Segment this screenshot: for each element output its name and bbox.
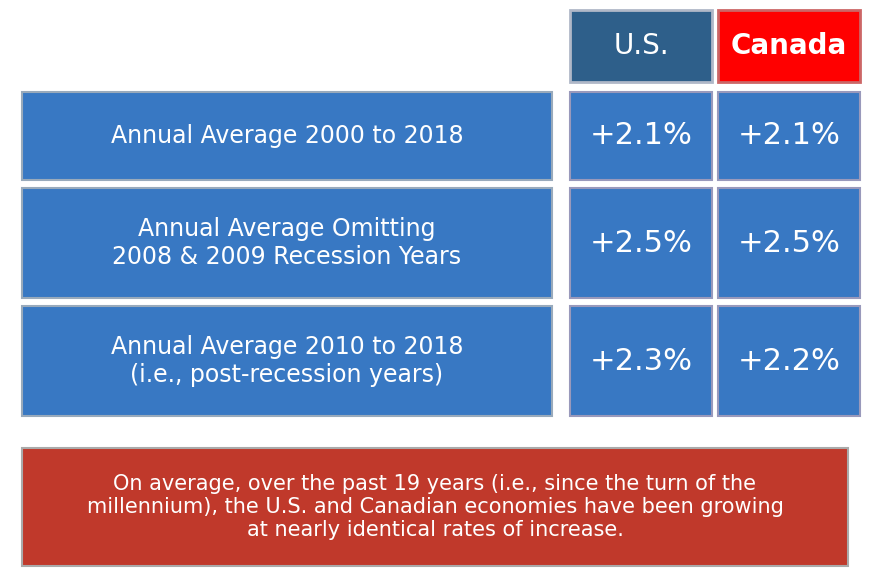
FancyBboxPatch shape bbox=[717, 92, 859, 180]
FancyBboxPatch shape bbox=[717, 188, 859, 298]
Text: Annual Average Omitting
2008 & 2009 Recession Years: Annual Average Omitting 2008 & 2009 Rece… bbox=[112, 217, 461, 269]
FancyBboxPatch shape bbox=[569, 188, 711, 298]
FancyBboxPatch shape bbox=[22, 92, 551, 180]
FancyBboxPatch shape bbox=[22, 448, 847, 566]
Text: +2.2%: +2.2% bbox=[737, 346, 839, 376]
Text: Annual Average 2000 to 2018: Annual Average 2000 to 2018 bbox=[110, 124, 463, 148]
FancyBboxPatch shape bbox=[22, 188, 551, 298]
FancyBboxPatch shape bbox=[22, 306, 551, 416]
Text: +2.1%: +2.1% bbox=[589, 122, 692, 151]
FancyBboxPatch shape bbox=[569, 92, 711, 180]
Text: +2.3%: +2.3% bbox=[589, 346, 692, 376]
Text: Annual Average 2010 to 2018
(i.e., post-recession years): Annual Average 2010 to 2018 (i.e., post-… bbox=[110, 335, 462, 387]
FancyBboxPatch shape bbox=[717, 10, 859, 82]
Text: +2.5%: +2.5% bbox=[737, 229, 839, 258]
Text: +2.1%: +2.1% bbox=[737, 122, 839, 151]
FancyBboxPatch shape bbox=[569, 10, 711, 82]
Text: On average, over the past 19 years (i.e., since the turn of the
millennium), the: On average, over the past 19 years (i.e.… bbox=[86, 474, 783, 540]
Text: Canada: Canada bbox=[730, 32, 846, 60]
FancyBboxPatch shape bbox=[717, 306, 859, 416]
Text: +2.5%: +2.5% bbox=[589, 229, 692, 258]
FancyBboxPatch shape bbox=[569, 306, 711, 416]
Text: U.S.: U.S. bbox=[613, 32, 668, 60]
